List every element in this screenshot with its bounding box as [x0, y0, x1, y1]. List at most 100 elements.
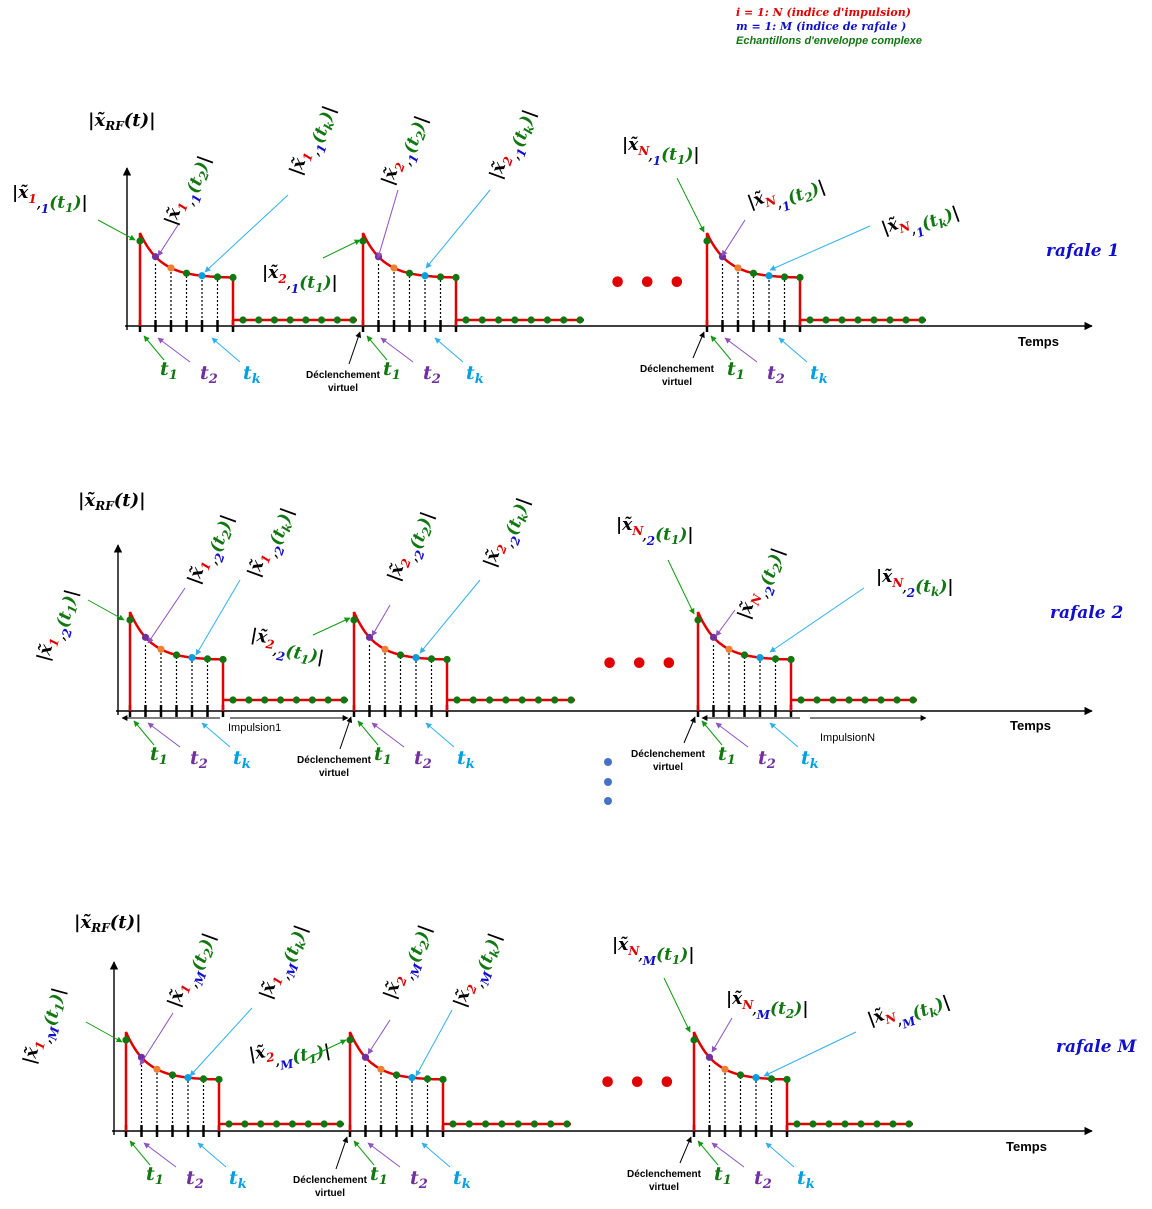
off-sample-dot: [261, 696, 269, 704]
trigger-arrow: [692, 331, 705, 359]
envelope-sample-dot: [377, 1065, 385, 1073]
burst-1: |x̃RF(t)| Temps rafale 1 t1 t2 tk t1 t2 tk Déclen…: [12, 103, 1119, 394]
label-arrow-p1_t2: [157, 224, 179, 257]
t1-label: t1: [727, 358, 745, 383]
envelope-sample-dot: [219, 655, 227, 664]
x-axis-label: Temps: [1010, 718, 1051, 733]
off-sample-dot: [481, 1120, 490, 1128]
t2-arrow: [157, 337, 191, 363]
sample-label-pN_t2: |x̃N,1(t2)|: [745, 167, 829, 225]
off-sample-dot: [453, 696, 461, 704]
off-sample-dot: [893, 696, 901, 704]
y-axis-label: |x̃RF(t)|: [74, 912, 142, 935]
off-sample-dot: [530, 1120, 539, 1128]
t2-label: t2: [190, 747, 208, 772]
t2-label: t2: [410, 1167, 428, 1192]
legend-pulse-index: i = 1: N (indice d'impulsion): [736, 6, 911, 19]
label-arrow-pN_t2: [721, 219, 746, 257]
t1-label: t1: [718, 743, 736, 768]
tk-arrow: [765, 1142, 795, 1168]
pulse-span-annotations: Impulsion1 ImpulsionN: [121, 715, 927, 805]
label-arrow-p1_t1: [97, 219, 136, 241]
off-sample-dot: [462, 316, 470, 324]
off-sample-dot: [551, 696, 559, 704]
sample-label-p1_t2: |x̃1,1(t2)|: [161, 150, 218, 232]
off-sample-dot: [478, 316, 486, 324]
y-axis-label: |x̃RF(t)|: [88, 110, 156, 133]
envelope-sample-dot: [188, 654, 196, 662]
t2-label: t2: [200, 362, 218, 387]
off-sample-dot: [873, 1120, 881, 1128]
off-sample-dot: [829, 696, 837, 704]
y-axis-label: |x̃RF(t)|: [78, 490, 146, 513]
legend-burst-index: m = 1: M (indice de rafale ): [736, 20, 907, 33]
sample-label-p2_t2: |x̃2,2(t2)|: [384, 506, 441, 588]
sample-label-pN_tk: |x̃N,2(tk)|: [876, 567, 954, 600]
t2-label: t2: [414, 747, 432, 772]
off-sample-dot: [317, 316, 326, 324]
off-sample-dot: [320, 1120, 328, 1128]
off-sample-dot: [547, 1120, 555, 1128]
t1-arrow: [353, 1140, 375, 1166]
t2-arrow: [380, 337, 414, 363]
sample-label-pN_t1: |x̃N,1(t1)|: [622, 135, 700, 168]
off-sample-dot: [333, 316, 341, 324]
envelope-sample-dot: [151, 253, 160, 261]
burst-label: rafale 1: [1046, 241, 1119, 261]
sample-label-p2_tk: |x̃2,2(tk)|: [480, 492, 537, 574]
off-sample-dot: [527, 316, 535, 324]
t1-label: t1: [374, 743, 392, 768]
t2-arrow: [367, 1142, 401, 1168]
sample-label-p1_tk: |x̃1,M(tk)|: [256, 919, 315, 1006]
t2-label: t2: [758, 747, 776, 772]
envelope-sample-dot: [182, 269, 191, 277]
off-sample-dot: [797, 696, 805, 704]
off-sample-dot: [225, 1120, 233, 1128]
off-sample-dot: [494, 316, 503, 324]
envelope-sample-dot: [734, 264, 742, 272]
envelope-sample-dot: [157, 645, 165, 653]
off-sample-dot: [349, 316, 357, 324]
envelope-sample-dot: [756, 654, 764, 662]
off-sample-dot: [514, 1120, 522, 1128]
off-sample-dot: [518, 696, 526, 704]
sample-label-pN_t1: |x̃N,2(t1)|: [616, 515, 694, 548]
tk-arrow: [769, 722, 799, 748]
t1-label: t1: [714, 1163, 732, 1188]
envelope-sample-dot: [767, 1075, 776, 1083]
envelope-sample-dot: [203, 655, 212, 663]
off-sample-dot: [229, 696, 237, 704]
label-arrow-pN_tk: [769, 225, 871, 271]
off-sample-dot: [239, 316, 247, 324]
envelope-sample-dot: [346, 1036, 354, 1044]
off-sample-dot: [841, 1120, 849, 1128]
tk-label: tk: [229, 1167, 247, 1192]
off-sample-dot: [845, 696, 853, 704]
envelope-sample-dot: [725, 645, 733, 653]
t1-arrow: [357, 720, 379, 746]
label-arrow-pN_tk: [769, 587, 865, 653]
t1-arrow: [143, 335, 165, 361]
off-sample-dot: [498, 1120, 506, 1128]
sample-label-pN_t1: |x̃N,M(t1)|: [612, 935, 695, 968]
off-sample-dot: [272, 1120, 281, 1128]
envelope-sample-dot: [172, 651, 181, 659]
envelope-sample-dot: [703, 237, 711, 245]
off-sample-dot: [502, 696, 510, 704]
label-arrow-p1_t1: [87, 599, 125, 621]
off-sample-dot: [563, 1120, 571, 1128]
tk-label: tk: [810, 362, 828, 387]
off-sample-dot: [270, 316, 279, 324]
sample-label-pN_t2: |x̃N,2(t2)|: [734, 542, 792, 626]
sample-label-p1_tk: |x̃1,2(tk)|: [244, 502, 301, 584]
trigger-label: Déclenchement virtuel: [631, 749, 706, 773]
envelope-sample-dot: [436, 273, 445, 281]
label-arrow-pN_t1: [667, 559, 695, 615]
envelope-sample-dot: [136, 237, 144, 245]
t2-label: t2: [754, 1167, 772, 1192]
t1-arrow: [133, 720, 155, 746]
t2-arrow: [143, 1142, 177, 1168]
t2-arrow: [724, 337, 758, 363]
envelope-sample-dot: [390, 264, 398, 272]
off-sample-dot: [861, 696, 869, 704]
